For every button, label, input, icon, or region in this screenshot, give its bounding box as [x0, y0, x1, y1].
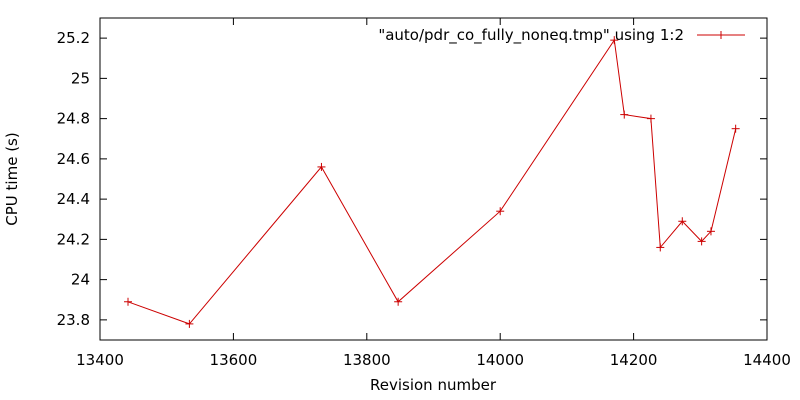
- y-tick-label: 24.2: [57, 230, 90, 248]
- y-tick-label: 25.2: [57, 29, 90, 47]
- data-point: [678, 217, 687, 226]
- y-tick-label: 23.8: [57, 311, 90, 329]
- x-tick-label: 14400: [743, 351, 791, 369]
- data-point: [620, 110, 629, 119]
- data-point: [317, 162, 326, 171]
- y-axis-label: CPU time (s): [3, 132, 21, 225]
- data-point: [656, 243, 665, 252]
- y-axis-ticks: 23.8 24 24.2 24.4 24.6 24.8 25 25.2: [57, 29, 767, 329]
- x-axis-label: Revision number: [370, 376, 497, 394]
- data-point: [394, 297, 403, 306]
- x-tick-label: 14000: [476, 351, 524, 369]
- legend-label: "auto/pdr_co_fully_noneq.tmp" using 1:2: [378, 26, 684, 45]
- legend: "auto/pdr_co_fully_noneq.tmp" using 1:2: [378, 26, 745, 45]
- data-point: [697, 237, 706, 246]
- data-point: [646, 114, 655, 123]
- x-axis-ticks: 13400 13600 13800 14000 14200 14400: [76, 18, 791, 369]
- series-line: [127, 38, 737, 325]
- x-tick-label: 13400: [76, 351, 124, 369]
- data-point: [610, 36, 619, 45]
- y-tick-label: 24.8: [57, 110, 90, 128]
- data-point: [185, 319, 194, 328]
- x-tick-label: 13800: [343, 351, 391, 369]
- data-point: [731, 124, 740, 133]
- y-tick-label: 24: [71, 271, 90, 289]
- data-point: [496, 207, 505, 216]
- plot-frame: [99, 17, 768, 341]
- x-tick-label: 14200: [610, 351, 658, 369]
- y-tick-label: 25: [71, 69, 90, 87]
- legend-marker: [717, 31, 725, 39]
- data-point: [124, 297, 133, 306]
- y-tick-label: 24.4: [57, 190, 90, 208]
- series-layer: [124, 36, 740, 328]
- y-tick-label: 24.6: [57, 150, 90, 168]
- x-tick-label: 13600: [210, 351, 258, 369]
- data-point: [706, 227, 715, 236]
